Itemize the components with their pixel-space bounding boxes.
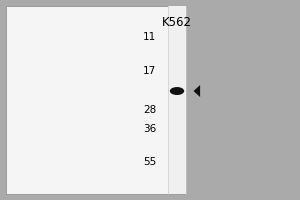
Text: 11: 11 — [143, 32, 156, 42]
Text: 55: 55 — [143, 157, 156, 167]
Text: 36: 36 — [143, 124, 156, 134]
Text: K562: K562 — [162, 16, 192, 29]
Text: 17: 17 — [143, 66, 156, 76]
Bar — [6, 6, 186, 194]
Polygon shape — [194, 85, 200, 97]
Text: 28: 28 — [143, 105, 156, 115]
Ellipse shape — [170, 87, 184, 95]
Bar — [168, 6, 186, 194]
